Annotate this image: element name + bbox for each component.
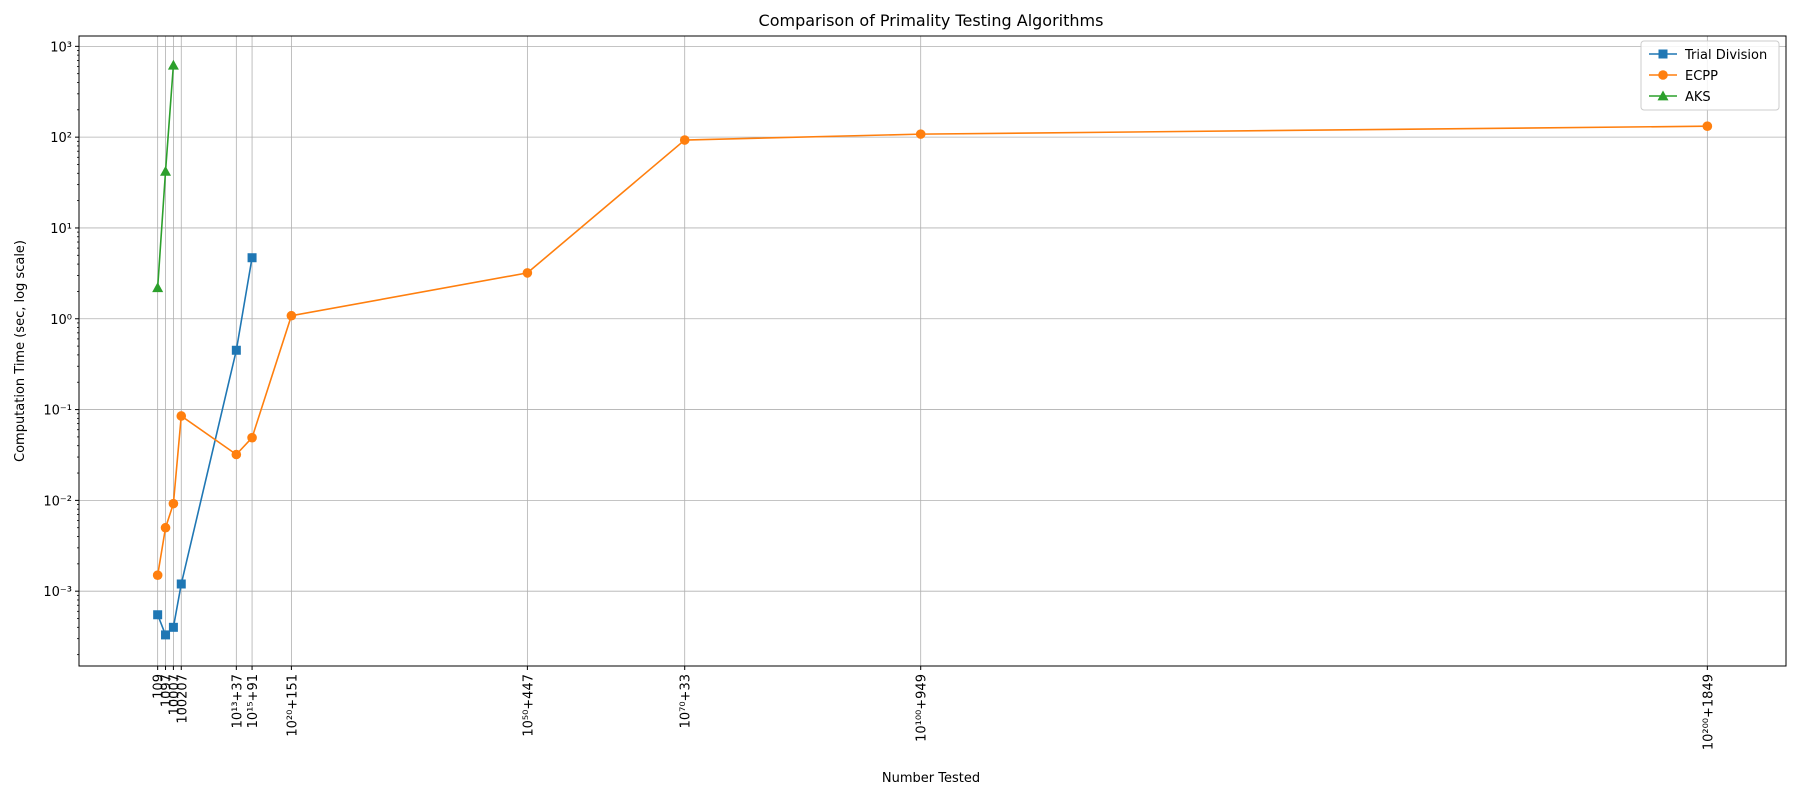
x-tick-label: 10¹⁵+91	[246, 674, 261, 728]
data-point-trial-division	[176, 579, 186, 589]
legend-marker	[1657, 90, 1669, 101]
y-axis-label: Computation Time (sec, log scale)	[13, 240, 28, 462]
legend-box	[1640, 40, 1780, 111]
grid	[79, 36, 1786, 666]
legend-marker	[1658, 49, 1668, 59]
y-tick-label: 10⁰	[50, 313, 72, 328]
data-point-ecpp	[176, 411, 187, 421]
x-tick-label: 10¹⁰⁰+949	[915, 674, 930, 742]
x-tick-label: 10²⁰+151	[285, 674, 300, 737]
legend-label: AKS	[1685, 90, 1711, 105]
x-axis-label: Number Tested	[882, 771, 980, 786]
x-tick-label: 100207	[175, 674, 190, 724]
data-point-ecpp	[231, 449, 242, 460]
x-tick-label: 1097	[160, 674, 175, 707]
series-ecpp	[152, 121, 1713, 580]
chart-title: Comparison of Primality Testing Algorith…	[759, 11, 1104, 30]
series-layer	[152, 59, 1713, 640]
x-tick-label: 10⁷⁰+33	[679, 674, 694, 728]
data-point-ecpp	[522, 268, 533, 278]
data-point-trial-division	[153, 610, 163, 620]
series-aks	[152, 59, 179, 293]
y-tick-label: 10⁻²	[43, 494, 72, 509]
legend-item-ecpp: ECPP	[1649, 69, 1718, 84]
data-point-aks	[167, 59, 179, 70]
data-point-trial-division	[247, 253, 257, 263]
data-point-ecpp	[286, 310, 297, 321]
data-point-trial-division	[231, 345, 241, 355]
x-tick-label: 10⁵⁰+447	[521, 674, 536, 737]
legend: Trial Division ECPP AKS	[1640, 40, 1780, 111]
y-tick-label: 10⁻³	[43, 585, 72, 600]
y-tick-label: 10²	[50, 131, 72, 146]
series-trial-division	[153, 253, 257, 640]
data-point-ecpp	[160, 522, 171, 533]
data-point-ecpp	[152, 570, 163, 580]
x-tick-label: 10²⁰⁰+1849	[1701, 674, 1716, 750]
data-point-aks	[152, 282, 164, 293]
data-point-trial-division	[168, 622, 178, 632]
data-point-ecpp	[247, 432, 257, 443]
legend-item-aks: AKS	[1649, 90, 1711, 105]
data-point-ecpp	[1702, 121, 1713, 132]
legend-marker	[1658, 70, 1668, 80]
x-tick-label: 10¹³+37	[230, 674, 245, 728]
plot-frame	[78, 35, 1787, 667]
y-tick-label: 10³	[50, 40, 72, 55]
y-tick-label: 10⁻¹	[43, 404, 72, 419]
x-tick-label: 10007	[167, 674, 182, 715]
y-axis: 10⁻³ 10⁻² 10⁻¹ 10⁰ 10¹ 10² 10³	[43, 40, 79, 656]
data-point-trial-division	[161, 630, 171, 640]
legend-item-trial-division: Trial Division	[1649, 48, 1767, 63]
data-point-ecpp	[915, 129, 926, 139]
data-point-ecpp	[679, 135, 690, 145]
legend-label: ECPP	[1685, 69, 1718, 84]
legend-label: Trial Division	[1684, 48, 1767, 63]
x-tick-label: 109	[152, 674, 167, 699]
data-point-aks	[160, 165, 172, 176]
y-tick-label: 10¹	[50, 222, 72, 237]
data-point-ecpp	[168, 498, 179, 509]
